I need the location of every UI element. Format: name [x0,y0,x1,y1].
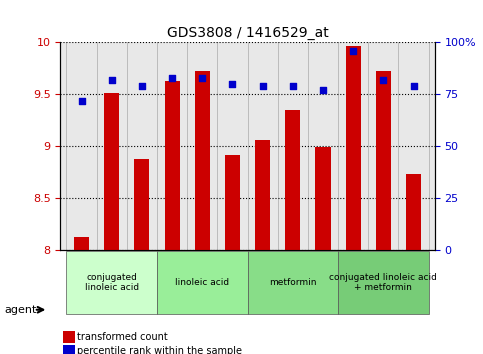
Bar [376,70,391,250]
Text: conjugated
linoleic acid: conjugated linoleic acid [85,273,139,292]
Bar [74,237,89,250]
FancyBboxPatch shape [248,251,338,314]
FancyBboxPatch shape [338,251,429,314]
Point [349,48,357,53]
Bar [315,147,330,250]
Point [319,87,327,93]
Point [289,83,297,89]
Bar [346,46,361,250]
Point [108,77,115,83]
Point [259,83,267,89]
Text: metformin: metformin [269,278,316,287]
Bar [285,110,300,250]
FancyBboxPatch shape [157,251,248,314]
Point [199,75,206,81]
Text: conjugated linoleic acid
+ metformin: conjugated linoleic acid + metformin [329,273,437,292]
Title: GDS3808 / 1416529_at: GDS3808 / 1416529_at [167,26,328,40]
Bar [225,155,240,250]
Bar [255,140,270,250]
Text: transformed count: transformed count [77,332,168,342]
Bar [165,81,180,250]
Point [168,75,176,81]
Point [410,83,417,89]
Point [138,83,146,89]
Point [380,77,387,83]
FancyBboxPatch shape [67,251,157,314]
Point [78,98,85,103]
Bar [406,175,421,250]
Bar [104,93,119,250]
Bar [195,70,210,250]
Point [228,81,236,87]
Bar [134,159,149,250]
Text: percentile rank within the sample: percentile rank within the sample [77,346,242,354]
Text: linoleic acid: linoleic acid [175,278,229,287]
Text: agent: agent [5,305,37,315]
